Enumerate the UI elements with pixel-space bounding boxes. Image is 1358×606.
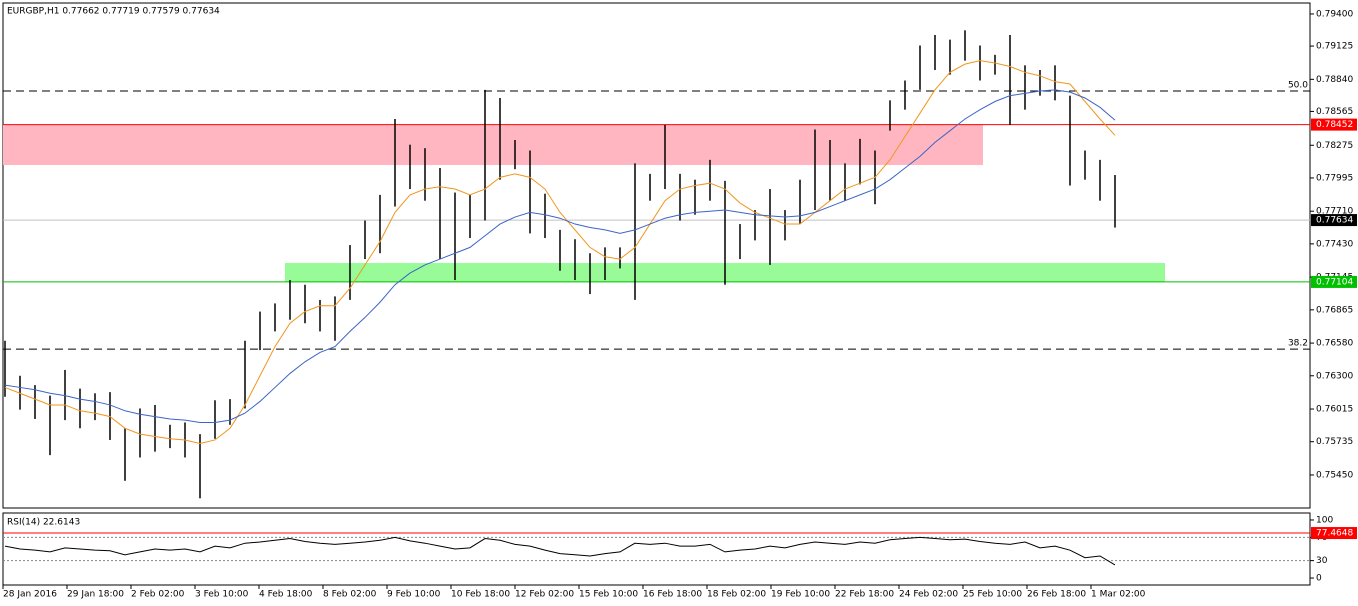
rsi-line — [4, 536, 1116, 566]
x-tick-label: 10 Feb 18:00 — [451, 590, 510, 600]
moving-average — [4, 89, 1116, 423]
y-tick-label: 0.79125 — [1316, 42, 1353, 52]
rsi-tick-label: 30 — [1316, 556, 1328, 566]
x-tick-label: 25 Feb 10:00 — [963, 590, 1022, 600]
chart-title: EURGBP,H1 0.77662 0.77719 0.77579 0.7763… — [7, 7, 220, 17]
price-label: 0.77634 — [1316, 216, 1353, 226]
rsi-tick-label: 100 — [1316, 515, 1333, 525]
zone — [3, 124, 983, 165]
y-tick-label: 0.78565 — [1316, 107, 1353, 117]
moving-average — [4, 60, 1116, 444]
rsi-frame — [2, 512, 1311, 586]
y-tick-label: 0.75450 — [1316, 470, 1353, 480]
price-label-box — [1311, 214, 1357, 227]
rsi-level-box — [1311, 527, 1357, 540]
x-tick-label: 12 Feb 02:00 — [515, 590, 574, 600]
x-tick-label: 8 Feb 02:00 — [323, 590, 377, 600]
x-tick-label: 9 Feb 10:00 — [387, 590, 441, 600]
x-tick-label: 1 Mar 02:00 — [1091, 590, 1146, 600]
price-label: 0.78452 — [1316, 120, 1353, 130]
main-frame — [2, 2, 1311, 509]
y-tick-label: 0.77430 — [1316, 239, 1353, 249]
rsi-level-label: 77.4648 — [1316, 529, 1353, 539]
x-tick-label: 2 Feb 02:00 — [131, 590, 185, 600]
price-label-box — [1311, 118, 1357, 131]
x-tick-label: 28 Jan 2016 — [3, 590, 57, 600]
y-tick-label: 0.76865 — [1316, 305, 1353, 315]
x-tick-label: 4 Feb 18:00 — [259, 590, 313, 600]
y-tick-label: 0.79400 — [1316, 9, 1353, 19]
y-tick-label: 0.76015 — [1316, 405, 1353, 415]
y-tick-label: 0.78840 — [1316, 75, 1353, 85]
x-tick-label: 19 Feb 10:00 — [771, 590, 830, 600]
x-tick-label: 18 Feb 02:00 — [707, 590, 766, 600]
y-tick-label: 0.77995 — [1316, 173, 1353, 183]
y-tick-label: 0.76580 — [1316, 339, 1353, 349]
x-tick-label: 26 Feb 18:00 — [1027, 590, 1086, 600]
price-label: 0.77104 — [1316, 277, 1353, 287]
x-tick-label: 3 Feb 10:00 — [195, 590, 249, 600]
y-tick-label: 0.77710 — [1316, 207, 1353, 217]
y-tick-label: 0.75735 — [1316, 437, 1353, 447]
x-tick-label: 24 Feb 02:00 — [899, 590, 958, 600]
level-label: 38.2 — [1288, 339, 1308, 349]
x-tick-label: 16 Feb 18:00 — [643, 590, 702, 600]
x-tick-label: 15 Feb 10:00 — [579, 590, 638, 600]
rsi-title: RSI(14) 22.6143 — [7, 518, 80, 528]
level-label: 50.0 — [1288, 80, 1308, 90]
x-tick-label: 22 Feb 18:00 — [835, 590, 894, 600]
x-tick-label: 29 Jan 18:00 — [67, 590, 124, 600]
price-label-box — [1311, 275, 1357, 288]
y-tick-label: 0.78275 — [1316, 141, 1353, 151]
rsi-tick-label: 0 — [1316, 574, 1322, 584]
y-tick-label: 0.76300 — [1316, 371, 1353, 381]
